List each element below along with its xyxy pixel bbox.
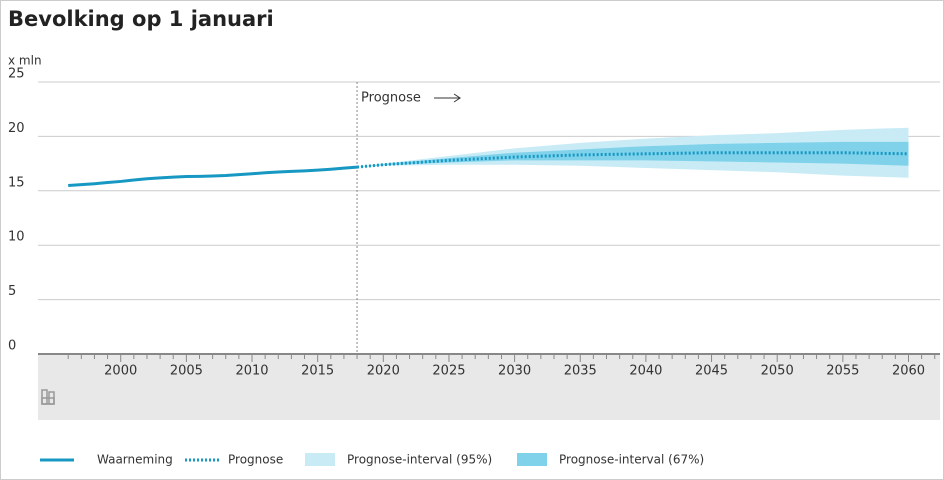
series-line bbox=[68, 165, 358, 187]
x-tick-label: 2060 bbox=[892, 364, 925, 379]
legend-label: Waarneming bbox=[97, 453, 173, 467]
legend-swatch bbox=[517, 453, 547, 466]
legend-swatch bbox=[305, 453, 335, 466]
x-tick-label: 2015 bbox=[301, 364, 334, 379]
annotation: Prognose bbox=[361, 91, 421, 106]
x-tick-label: 2020 bbox=[367, 364, 400, 379]
x-tick-label: 2055 bbox=[826, 364, 859, 379]
series-line bbox=[356, 151, 909, 169]
annotation-arrow bbox=[434, 93, 461, 103]
y-tick-label: 10 bbox=[8, 230, 25, 245]
y-tick-label: 25 bbox=[8, 67, 25, 82]
y-tick-label: 5 bbox=[8, 284, 16, 299]
logo bbox=[41, 389, 55, 405]
x-axis-band bbox=[38, 354, 940, 420]
legend-label: Prognose bbox=[228, 453, 283, 467]
x-tick-label: 2000 bbox=[104, 364, 137, 379]
x-tick-label: 2010 bbox=[235, 364, 268, 379]
x-tick-label: 2005 bbox=[170, 364, 203, 379]
y-tick-label: 20 bbox=[8, 121, 25, 136]
x-tick-label: 2030 bbox=[498, 364, 531, 379]
y-axis-label: x mln bbox=[8, 54, 42, 68]
legend-label: Prognose-interval (95%) bbox=[347, 453, 492, 467]
legend-label: Prognose-interval (67%) bbox=[559, 453, 704, 467]
chart-title: Bevolking op 1 januari bbox=[8, 7, 274, 31]
y-tick-label: 0 bbox=[8, 339, 16, 354]
x-tick-label: 2035 bbox=[564, 364, 597, 379]
x-tick-label: 2040 bbox=[629, 364, 662, 379]
x-tick-label: 2050 bbox=[761, 364, 794, 379]
y-tick-label: 15 bbox=[8, 175, 25, 190]
x-tick-label: 2045 bbox=[695, 364, 728, 379]
x-tick-label: 2025 bbox=[432, 364, 465, 379]
